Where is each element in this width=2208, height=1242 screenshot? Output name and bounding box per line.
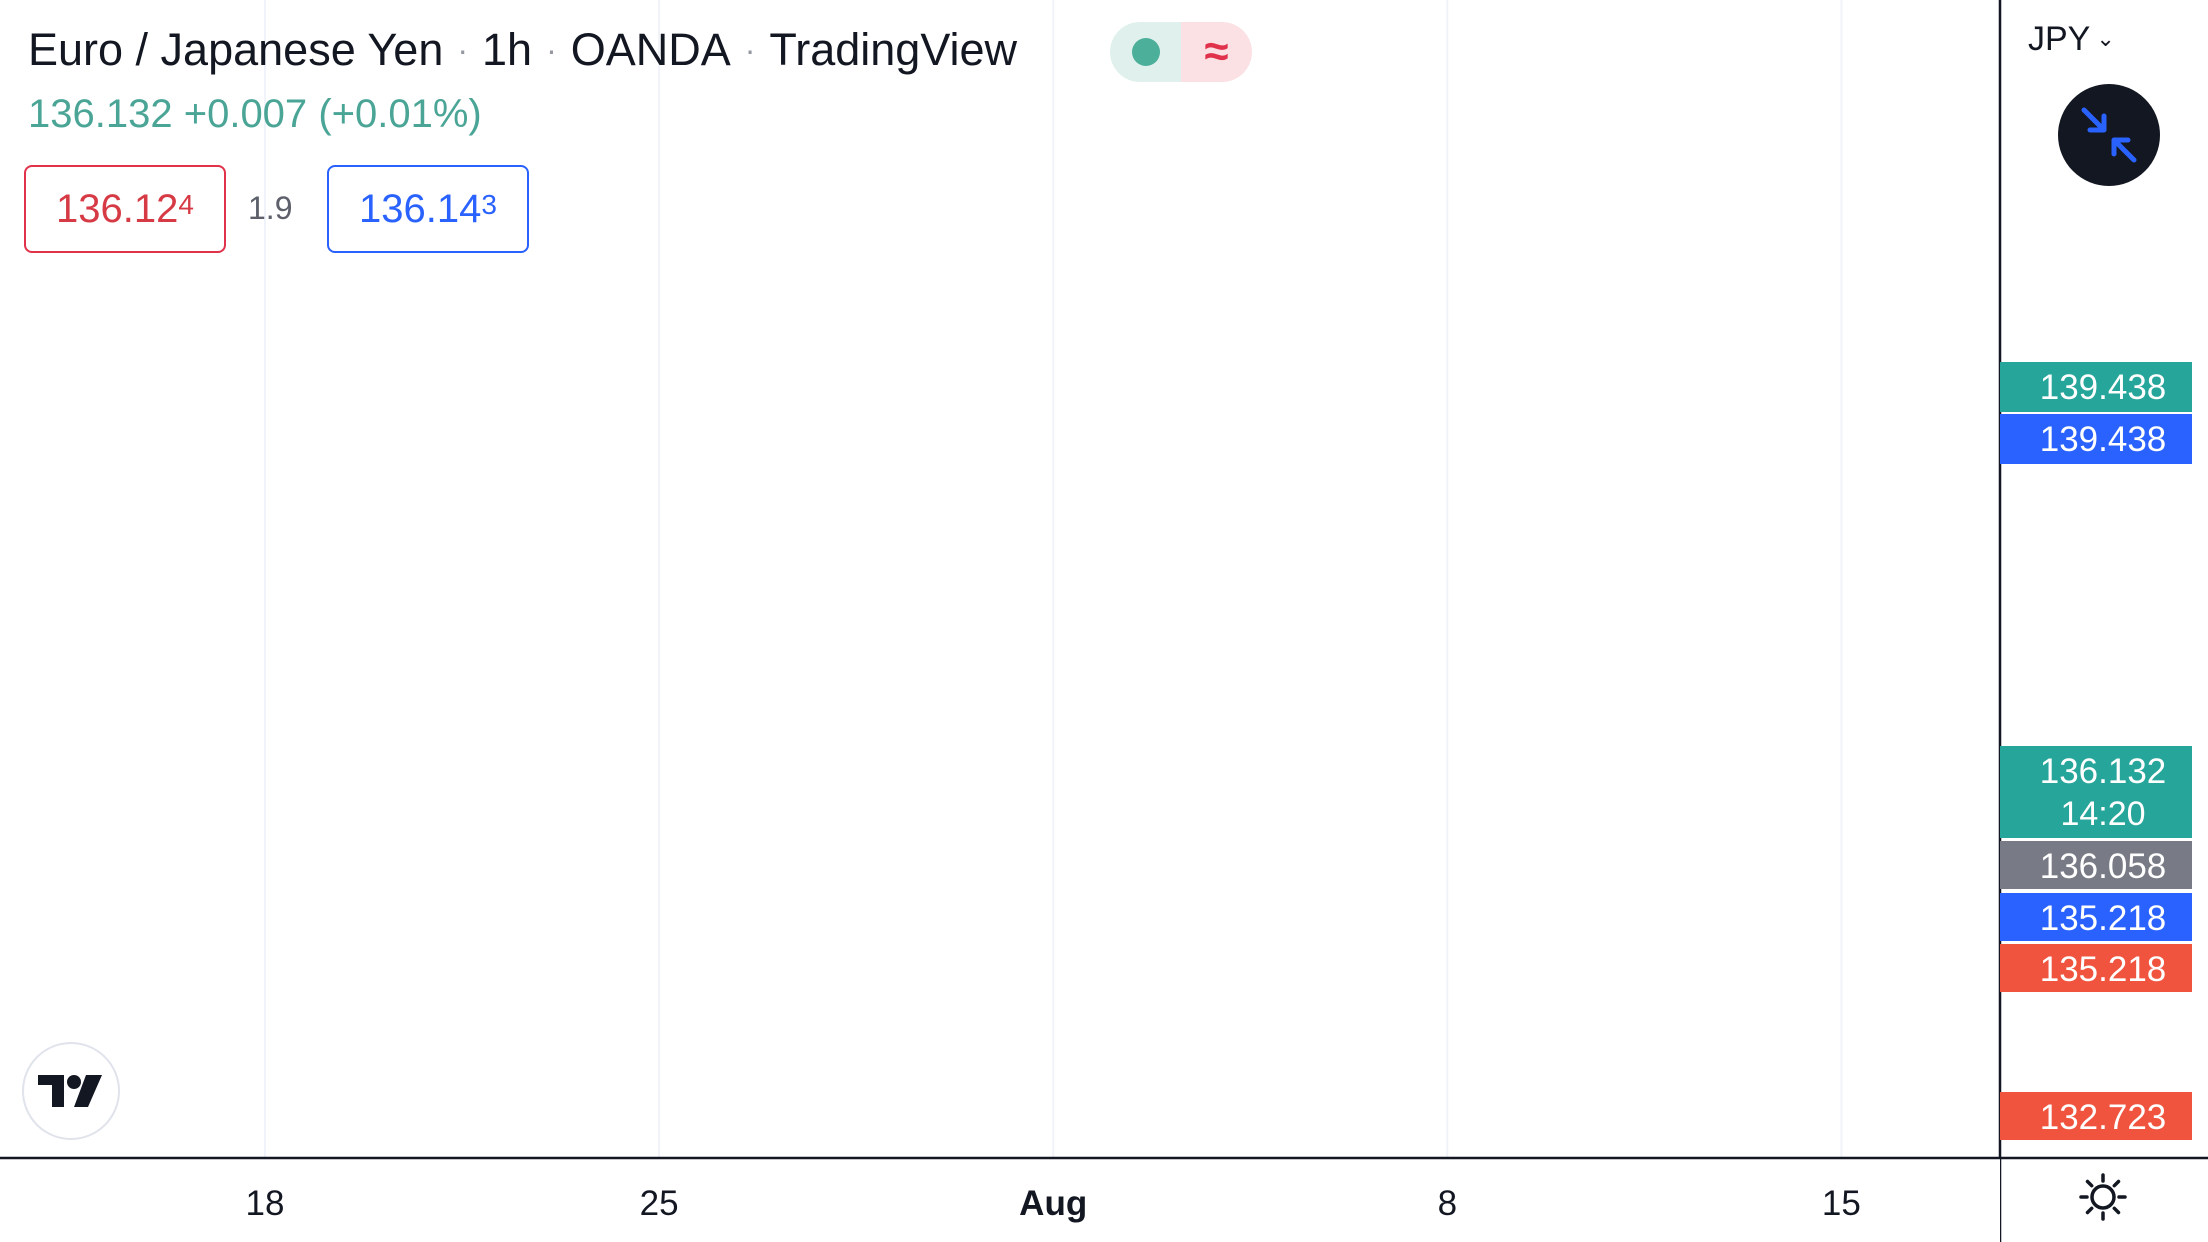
market-open-dot-icon bbox=[1110, 22, 1181, 82]
time-axis-tick: Aug bbox=[1019, 1184, 1087, 1223]
platform-label: TradingView bbox=[769, 24, 1018, 75]
price-axis[interactable] bbox=[1998, 0, 2208, 1242]
time-axis-tick: 15 bbox=[1822, 1184, 1861, 1223]
price-axis-background bbox=[2000, 0, 2208, 1242]
wave-icon: ≈ bbox=[1181, 22, 1252, 82]
price-label-value: 139.438 bbox=[2040, 420, 2167, 459]
settings-button[interactable] bbox=[2078, 1172, 2128, 1222]
header-separator: · bbox=[546, 31, 557, 68]
price-change: 136.132 +0.007 (+0.01%) bbox=[28, 92, 482, 137]
tradingview-logo-icon bbox=[38, 1075, 102, 1107]
price-label-value: 139.438 bbox=[2040, 368, 2167, 407]
price-labels: 139.438 139.438 136.132 14:20 136.058 135.218… bbox=[2000, 362, 2192, 1140]
collapse-arrows-icon bbox=[2081, 107, 2137, 163]
last-price: 136.132 bbox=[28, 92, 173, 136]
price-label-box bbox=[2000, 841, 2192, 889]
price-label-box bbox=[2000, 893, 2192, 941]
price-label-value: 136.058 bbox=[2040, 847, 2167, 886]
time-axis-tick: 8 bbox=[1438, 1184, 1457, 1223]
price-label-countdown: 14:20 bbox=[2060, 795, 2145, 833]
price-label-value: 136.132 bbox=[2040, 752, 2167, 791]
price-change-value: +0.007 bbox=[183, 92, 308, 136]
symbol-header[interactable]: Euro / Japanese Yen · 1h · OANDA · Tradi… bbox=[28, 20, 1017, 80]
time-axis-tick: 25 bbox=[640, 1184, 679, 1223]
chevron-down-icon: ⌄ bbox=[2096, 26, 2115, 51]
price-label-value: 135.218 bbox=[2040, 899, 2167, 938]
buy-price-pip: 3 bbox=[481, 189, 497, 220]
buy-price: 136.14 bbox=[359, 186, 482, 231]
collapse-button[interactable] bbox=[2058, 84, 2160, 186]
time-axis-tick: 18 bbox=[246, 1184, 285, 1223]
price-label-box bbox=[2000, 414, 2192, 464]
price-label-value: 132.723 bbox=[2040, 1098, 2167, 1137]
time-axis[interactable]: 18 25 Aug 8 15 bbox=[0, 1156, 2208, 1242]
price-label-box bbox=[2000, 362, 2192, 412]
price-label-value: 135.218 bbox=[2040, 950, 2167, 989]
sell-button[interactable]: 136.12 4 bbox=[24, 165, 226, 253]
time-axis-background bbox=[0, 1158, 2000, 1242]
chart-grid bbox=[264, 0, 1843, 1158]
currency-label: JPY bbox=[2028, 20, 2091, 58]
currency-dropdown[interactable]: JPY ⌄ bbox=[2028, 20, 2115, 59]
price-change-percent: (+0.01%) bbox=[318, 92, 482, 136]
interval-label[interactable]: 1h bbox=[482, 24, 533, 75]
header-separator: · bbox=[744, 31, 756, 68]
price-label-box bbox=[2000, 944, 2192, 992]
price-label-box bbox=[2000, 1092, 2192, 1140]
broker-label: OANDA bbox=[570, 24, 731, 75]
sell-price: 136.12 bbox=[56, 186, 179, 231]
symbol-name[interactable]: Euro / Japanese Yen bbox=[28, 24, 444, 75]
tradingview-logo[interactable] bbox=[22, 1042, 120, 1140]
gear-icon bbox=[2079, 1173, 2127, 1221]
sell-price-pip: 4 bbox=[178, 189, 194, 220]
header-separator: · bbox=[457, 31, 469, 68]
spread-value: 1.9 bbox=[248, 190, 293, 226]
market-status-badge[interactable]: ≈ bbox=[1110, 22, 1252, 82]
price-label-box bbox=[2000, 746, 2192, 838]
buy-button[interactable]: 136.14 3 bbox=[327, 165, 529, 253]
